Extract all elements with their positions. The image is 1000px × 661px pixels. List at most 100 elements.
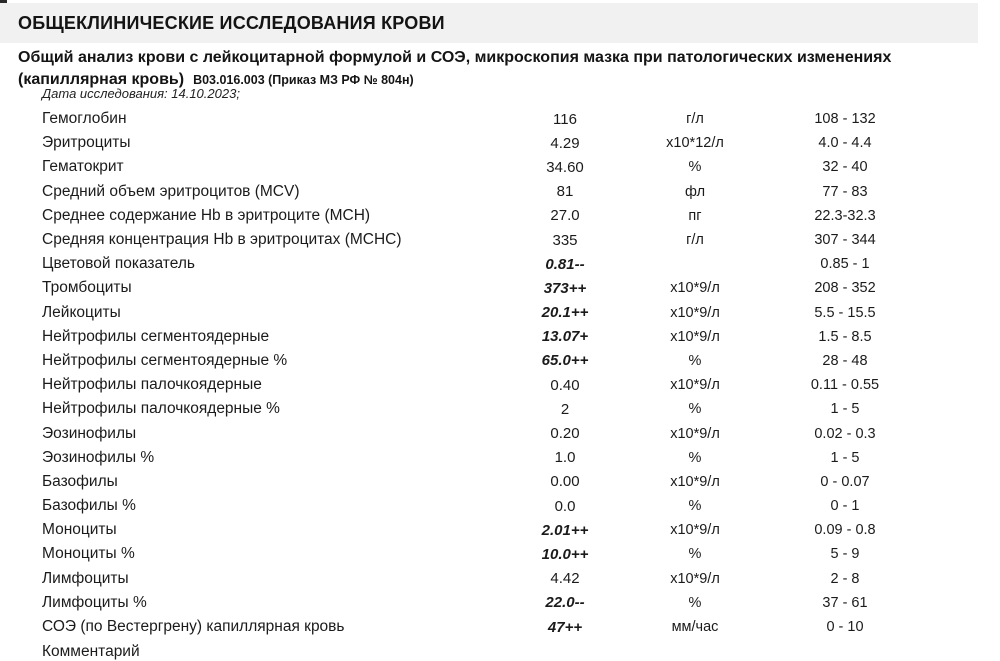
result-unit: % bbox=[688, 546, 702, 563]
result-value: 13.07+ bbox=[541, 328, 589, 346]
result-row: Моноциты 2.01++ x10*9/л 0.09 - 0.8 bbox=[0, 518, 1000, 542]
result-value: 20.1++ bbox=[541, 304, 589, 322]
result-row: Лимфоциты % 22.0-- % 37 - 61 bbox=[0, 591, 1000, 615]
reference-range: 208 - 352 bbox=[814, 280, 876, 297]
result-unit: г/л bbox=[686, 232, 704, 249]
parameter-name: Базофилы bbox=[42, 472, 118, 490]
result-unit: фл bbox=[684, 183, 706, 200]
parameter-name: Эозинофилы % bbox=[42, 448, 155, 466]
reference-range: 108 - 132 bbox=[814, 111, 876, 128]
result-value: 0.0 bbox=[554, 497, 576, 515]
result-unit: пг bbox=[688, 207, 702, 224]
result-unit: % bbox=[688, 594, 702, 611]
reference-range: 1 - 5 bbox=[830, 449, 860, 466]
parameter-name: Средний объем эритроцитов (MCV) bbox=[42, 182, 300, 200]
result-row: Нейтрофилы палочкоядерные 0.40 x10*9/л 0… bbox=[0, 373, 1000, 397]
result-unit: x10*9/л bbox=[670, 425, 720, 442]
test-code: В03.016.003 (Приказ МЗ РФ № 804н) bbox=[193, 73, 414, 87]
reference-range: 0.09 - 0.8 bbox=[814, 522, 876, 539]
comment-label: Комментарий bbox=[42, 643, 140, 660]
result-row: Гемоглобин 116 г/л 108 - 132 bbox=[0, 107, 1000, 131]
result-row: Цветовой показатель 0.81-- 0.85 - 1 bbox=[0, 252, 1000, 276]
parameter-name: Гематокрит bbox=[42, 158, 124, 176]
result-unit: x10*9/л bbox=[670, 377, 720, 394]
results-table: Гемоглобин 116 г/л 108 - 132 Эритроциты … bbox=[0, 107, 1000, 639]
reference-range: 5 - 9 bbox=[830, 546, 860, 563]
result-row: Лимфоциты 4.42 x10*9/л 2 - 8 bbox=[0, 567, 1000, 591]
reference-range: 2 - 8 bbox=[830, 570, 860, 587]
result-row: Базофилы 0.00 x10*9/л 0 - 0.07 bbox=[0, 470, 1000, 494]
section-header-bar: ОБЩЕКЛИНИЧЕСКИЕ ИССЛЕДОВАНИЯ КРОВИ bbox=[0, 3, 978, 43]
result-unit: % bbox=[688, 159, 702, 176]
reference-range: 4.0 - 4.4 bbox=[818, 135, 872, 152]
reference-range: 32 - 40 bbox=[822, 159, 868, 176]
parameter-name: Нейтрофилы сегментоядерные bbox=[42, 327, 270, 345]
parameter-name: Лимфоциты % bbox=[42, 593, 147, 611]
result-row: Базофилы % 0.0 % 0 - 1 bbox=[0, 494, 1000, 518]
test-name-line2-wrap: (капиллярная кровь) В03.016.003 (Приказ М… bbox=[18, 69, 988, 91]
result-unit: мм/час bbox=[671, 619, 719, 636]
result-unit: x10*9/л bbox=[670, 570, 720, 587]
result-row: Лейкоциты 20.1++ x10*9/л 5.5 - 15.5 bbox=[0, 301, 1000, 325]
result-unit: x10*9/л bbox=[670, 473, 720, 490]
result-value: 10.0++ bbox=[541, 545, 589, 563]
parameter-name: Эозинофилы bbox=[42, 424, 137, 442]
result-value: 4.29 bbox=[550, 134, 580, 152]
result-unit: x10*9/л bbox=[670, 304, 720, 321]
reference-range: 1 - 5 bbox=[830, 401, 860, 418]
result-value: 4.42 bbox=[550, 570, 580, 588]
parameter-name: Цветовой показатель bbox=[42, 255, 195, 273]
reference-range: 0.02 - 0.3 bbox=[814, 425, 876, 442]
parameter-name: Тромбоциты bbox=[42, 279, 132, 297]
result-row: Средний объем эритроцитов (MCV) 81 фл 77… bbox=[0, 180, 1000, 204]
reference-range: 0 - 1 bbox=[830, 498, 860, 515]
result-value: 22.0-- bbox=[545, 594, 585, 612]
result-value: 47++ bbox=[547, 618, 583, 636]
result-row: Эозинофилы % 1.0 % 1 - 5 bbox=[0, 446, 1000, 470]
parameter-name: Среднее содержание Hb в эритроците (MCH) bbox=[42, 206, 371, 224]
result-value: 373++ bbox=[543, 279, 587, 297]
parameter-name: Базофилы % bbox=[42, 497, 136, 515]
result-value: 65.0++ bbox=[541, 352, 589, 370]
result-value: 2 bbox=[560, 400, 570, 418]
test-name-line1: Общий анализ крови с лейкоцитарной форму… bbox=[18, 49, 892, 66]
result-value: 0.00 bbox=[550, 473, 580, 491]
result-value: 0.81-- bbox=[545, 255, 585, 273]
result-value: 27.0 bbox=[550, 207, 580, 225]
result-value: 335 bbox=[552, 231, 578, 249]
reference-range: 5.5 - 15.5 bbox=[814, 304, 876, 321]
result-row: Нейтрофилы палочкоядерные % 2 % 1 - 5 bbox=[0, 397, 1000, 421]
study-date: Дата исследования: 14.10.2023; bbox=[42, 86, 240, 101]
result-row: Тромбоциты 373++ x10*9/л 208 - 352 bbox=[0, 276, 1000, 300]
result-row: СОЭ (по Вестергрену) капиллярная кровь 4… bbox=[0, 615, 1000, 639]
result-value: 0.40 bbox=[550, 376, 580, 394]
result-unit: x10*9/л bbox=[670, 280, 720, 297]
reference-range: 37 - 61 bbox=[822, 594, 868, 611]
test-name-line2: (капиллярная кровь) bbox=[18, 71, 185, 88]
result-row: Моноциты % 10.0++ % 5 - 9 bbox=[0, 542, 1000, 566]
result-unit: % bbox=[688, 449, 702, 466]
reference-range: 0 - 10 bbox=[826, 619, 864, 636]
result-row: Эозинофилы 0.20 x10*9/л 0.02 - 0.3 bbox=[0, 421, 1000, 445]
result-value: 2.01++ bbox=[541, 521, 589, 539]
result-value: 116 bbox=[553, 110, 577, 128]
parameter-name: Средняя концентрация Hb в эритроцитах (M… bbox=[42, 231, 402, 249]
reference-range: 0.85 - 1 bbox=[820, 256, 870, 273]
result-unit: x10*9/л bbox=[670, 328, 720, 345]
parameter-name: Эритроциты bbox=[42, 134, 131, 152]
result-unit: % bbox=[688, 352, 702, 369]
result-unit: г/л bbox=[686, 111, 704, 128]
result-unit: % bbox=[688, 401, 702, 418]
result-row: Эритроциты 4.29 x10*12/л 4.0 - 4.4 bbox=[0, 131, 1000, 155]
result-row: Нейтрофилы сегментоядерные % 65.0++ % 28… bbox=[0, 349, 1000, 373]
result-row: Средняя концентрация Hb в эритроцитах (M… bbox=[0, 228, 1000, 252]
parameter-name: Моноциты bbox=[42, 521, 117, 539]
parameter-name: Нейтрофилы палочкоядерные bbox=[42, 376, 262, 394]
parameter-name: Лимфоциты bbox=[42, 569, 129, 587]
result-row: Гематокрит 34.60 % 32 - 40 bbox=[0, 155, 1000, 179]
parameter-name: Гемоглобин bbox=[42, 110, 127, 128]
result-value: 34.60 bbox=[546, 158, 584, 176]
result-unit: x10*12/л bbox=[666, 135, 724, 152]
reference-range: 22.3-32.3 bbox=[814, 207, 876, 224]
result-row: Нейтрофилы сегментоядерные 13.07+ x10*9/… bbox=[0, 325, 1000, 349]
